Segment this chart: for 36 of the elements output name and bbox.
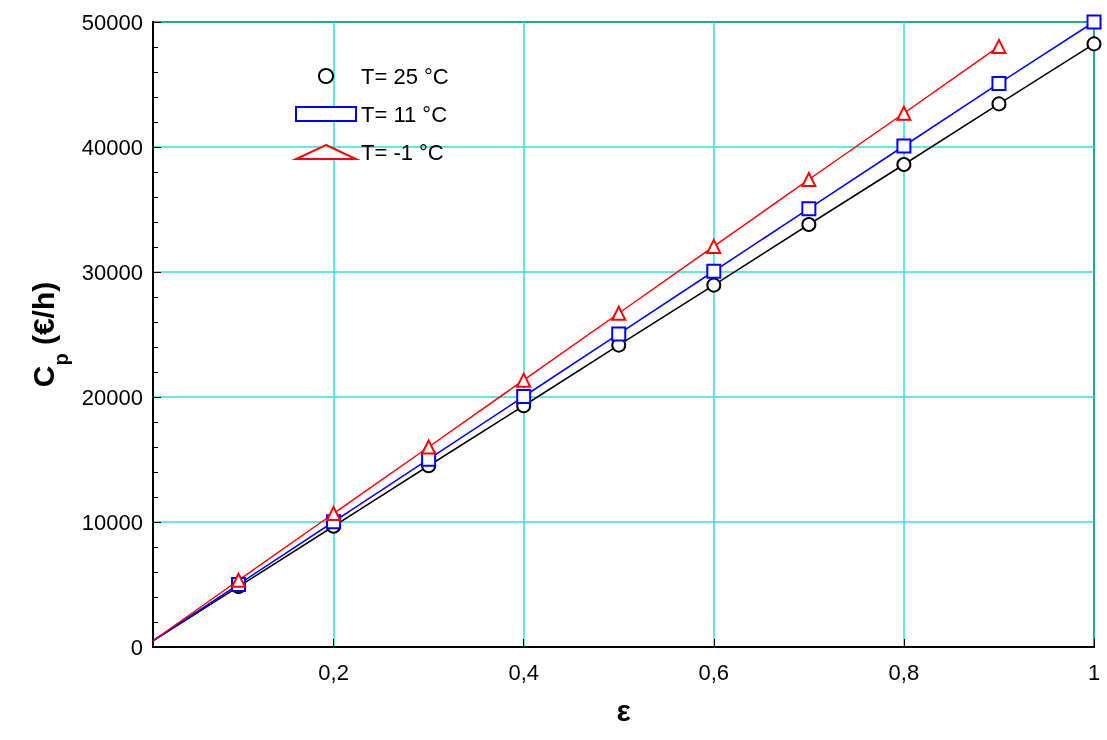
point [326, 506, 342, 521]
point [1086, 14, 1102, 30]
y-tick-label: 40000 [81, 134, 143, 160]
point [801, 217, 817, 232]
point [706, 238, 722, 254]
x-axis-title: ε [616, 693, 631, 727]
point [706, 263, 722, 279]
x-tick-label: 0,2 [318, 659, 349, 685]
x-tick-label: 1 [1087, 659, 1101, 685]
x-tick-label: 0,4 [508, 659, 539, 685]
y-tick-label: 50000 [81, 9, 143, 35]
point [1086, 36, 1102, 52]
point [896, 157, 912, 172]
point [801, 172, 817, 187]
point [231, 572, 247, 588]
point [516, 389, 532, 404]
point [611, 305, 627, 321]
x-tick-label: 0,8 [888, 659, 920, 685]
y-axis-title: Cp (€/h) [27, 281, 72, 388]
x-tick-label: 0,6 [698, 659, 730, 685]
point [801, 201, 817, 217]
point [706, 277, 722, 293]
y-tick-label: 0 [130, 634, 143, 660]
point [896, 138, 912, 154]
y-tick-label: 10000 [81, 509, 143, 535]
y-tick-label: 20000 [81, 384, 143, 410]
point [991, 38, 1007, 54]
legend-label: T= 25 °C [361, 63, 449, 89]
point [611, 326, 627, 342]
point [896, 105, 912, 121]
legend-label: T= 11 °C [361, 101, 448, 127]
point [991, 96, 1007, 112]
point [516, 372, 532, 388]
point [421, 439, 437, 455]
point [991, 75, 1007, 91]
y-tick-label: 30000 [81, 259, 143, 285]
